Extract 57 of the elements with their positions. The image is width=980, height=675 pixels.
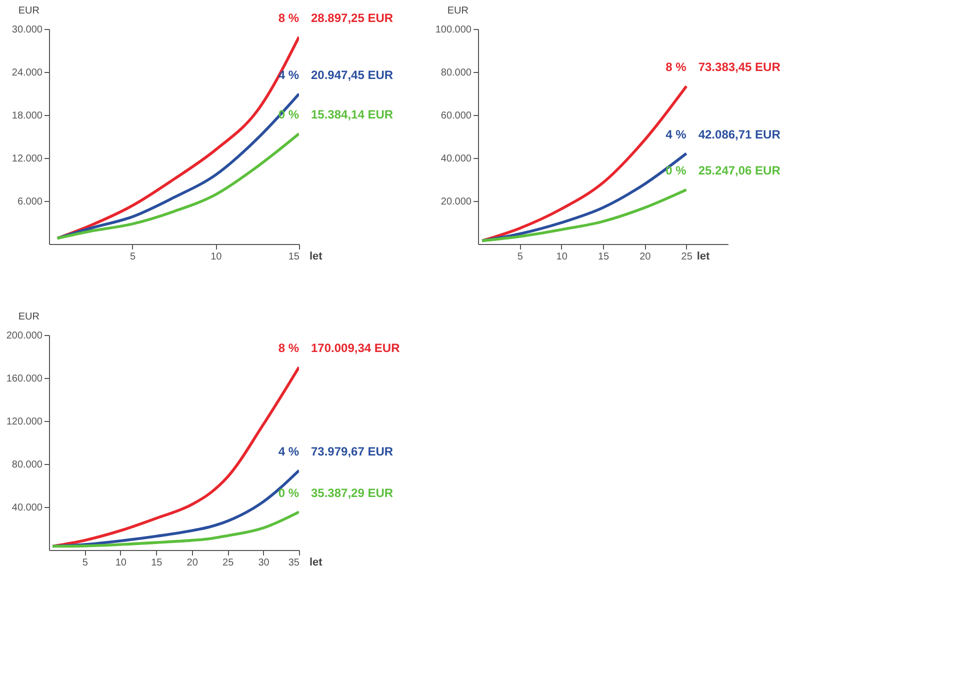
series-label: 4 % [278,444,300,458]
x-tick-label: 5 [130,252,136,262]
x-tick-label: 30 [258,558,270,568]
data-label: 42.086,71 EUR [698,128,781,142]
data-label: 20.947,45 EUR [311,68,394,82]
x-tick-label: 15 [151,558,163,568]
y-tick-label: 80.000 [12,460,43,470]
y-axis-title: EUR [447,6,468,16]
line-series [51,366,299,548]
y-axis-title: EUR [18,312,40,322]
line-series [56,132,299,240]
y-tick-label: 200.000 [6,330,43,342]
data-label: 15.384,14 EUR [311,108,394,122]
y-tick-label: 160.000 [6,374,43,384]
x-tick-label: 10 [210,252,222,262]
line-series [480,188,688,242]
series-label: 4 % [666,128,687,142]
x-tick-label: 5 [82,558,88,568]
y-tick-label: 60.000 [440,110,472,122]
y-tick-label: 40.000 [12,502,43,514]
x-tick-label: 10 [556,252,568,262]
series-label: 8 % [278,341,300,356]
y-tick-label: 24.000 [12,68,43,78]
x-axis-title: let [310,250,323,262]
x-tick-label: 10 [115,558,127,568]
data-label: 28.897,25 EUR [311,10,394,25]
y-tick-label: 18.000 [12,110,43,122]
data-label: 73.979,67 EUR [311,444,394,458]
y-axis-title: EUR [18,6,40,16]
y-tick-label: 40.000 [440,154,472,164]
data-label: 170.009,34 EUR [311,341,400,356]
y-tick-label: 80.000 [440,68,472,78]
x-tick-label: 15 [598,252,610,262]
y-tick-label: 6.000 [17,196,43,208]
data-label: 73.383,45 EUR [698,60,781,74]
series-label: 0 % [666,164,687,178]
x-tick-label: 5 [517,252,524,262]
y-tick-label: 30.000 [12,24,43,36]
series-label: 8 % [278,10,300,25]
x-axis-title: let [310,556,323,568]
y-tick-label: 100.000 [435,24,472,36]
data-label: 25.247,06 EUR [698,164,781,178]
series-label: 8 % [666,60,687,74]
x-tick-label: 20 [640,252,652,262]
x-tick-label: 25 [681,252,693,262]
line-series [480,84,688,242]
x-tick-label: 20 [186,558,198,568]
data-label: 35.387,29 EUR [311,486,394,500]
x-tick-label: 35 [288,558,300,568]
y-tick-label: 12.000 [12,154,43,164]
x-axis-title: let [696,250,710,262]
x-tick-label: 15 [288,252,300,262]
line-series [51,510,299,548]
y-tick-label: 20.000 [440,196,472,208]
y-tick-label: 120.000 [6,416,43,428]
series-label: 0 % [278,486,300,500]
x-tick-label: 25 [222,558,234,568]
